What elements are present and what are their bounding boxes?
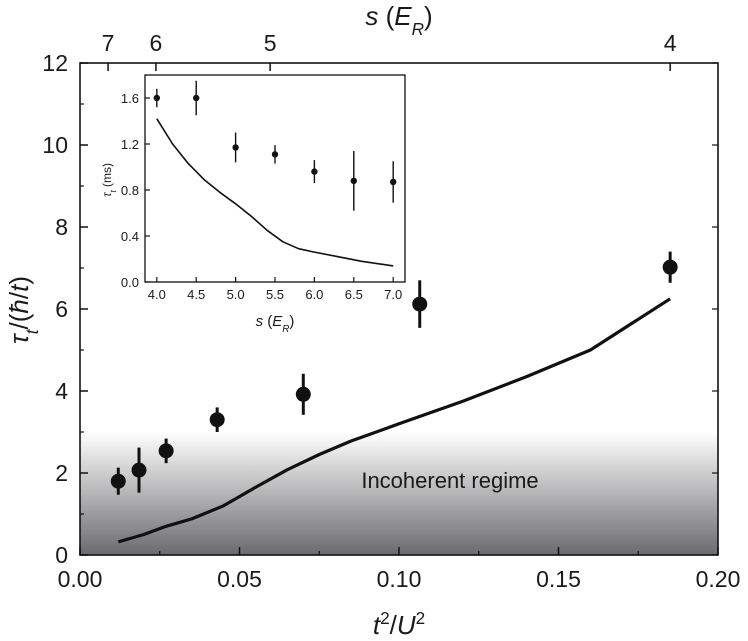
series-line [117,297,671,544]
inset-x-tick-label: 4.5 [187,287,205,302]
data-point [158,443,174,459]
inset-data-point [153,94,161,102]
inset-x-tick-label: 5.0 [227,287,245,302]
x-tick-label: 0.05 [217,566,262,592]
data-point [662,259,678,275]
inset-data-point [350,177,357,184]
inset-y-tick-label: 0.0 [121,275,139,290]
x-tick-label: 0.15 [536,566,581,592]
x-tick-label: 0.10 [377,566,422,592]
y-axis-title: τt/(ħ/t) [4,276,42,344]
top-tick-label: 6 [150,30,163,56]
y-tick-label: 12 [42,50,68,76]
y-tick-label: 8 [55,214,68,240]
top-tick-label: 5 [264,30,277,56]
inset-x-tick-label: 4.0 [148,287,166,302]
top-tick-label: 4 [664,30,677,56]
y-tick-label: 2 [55,460,68,486]
inset-frame [144,74,406,283]
inset-x-tick-label: 6.0 [305,287,323,302]
data-point [412,296,428,312]
top-axis-title: s (ER) [365,1,432,39]
incoherent-region [80,432,718,555]
x-tick-label: 0.00 [58,566,103,592]
x-tick-label: 0.20 [696,566,741,592]
data-point [295,386,311,402]
inset-x-axis-title: s (ER) [256,313,295,335]
y-tick-label: 6 [55,296,68,322]
inset-data-point [311,168,318,175]
inset-x-tick-label: 5.5 [266,287,284,302]
inset-y-axis-title: τt (ms) [100,163,118,197]
inset-x-tick-label: 7.0 [384,287,402,302]
inset-y-tick-label: 0.8 [121,183,139,198]
inset-data-point [271,151,279,158]
top-tick-label: 7 [102,30,115,56]
region-label: Incoherent regime [361,468,538,493]
inset-y-tick-label: 0.4 [121,229,139,244]
x-axis-title: t2/U2 [373,608,425,640]
inset-data-point [232,144,239,151]
y-tick-label: 4 [55,378,68,404]
y-tick-label: 10 [42,132,68,158]
inset-data-point [193,94,200,102]
y-tick-label: 0 [55,542,68,568]
inset-data-point [389,178,397,186]
inset-x-tick-label: 6.5 [345,287,363,302]
inset-y-tick-label: 1.6 [121,91,139,106]
data-point [209,412,225,428]
data-point [110,473,126,489]
inset-y-tick-label: 1.2 [121,137,139,152]
data-point [131,462,147,478]
inset-series-line [156,118,394,267]
